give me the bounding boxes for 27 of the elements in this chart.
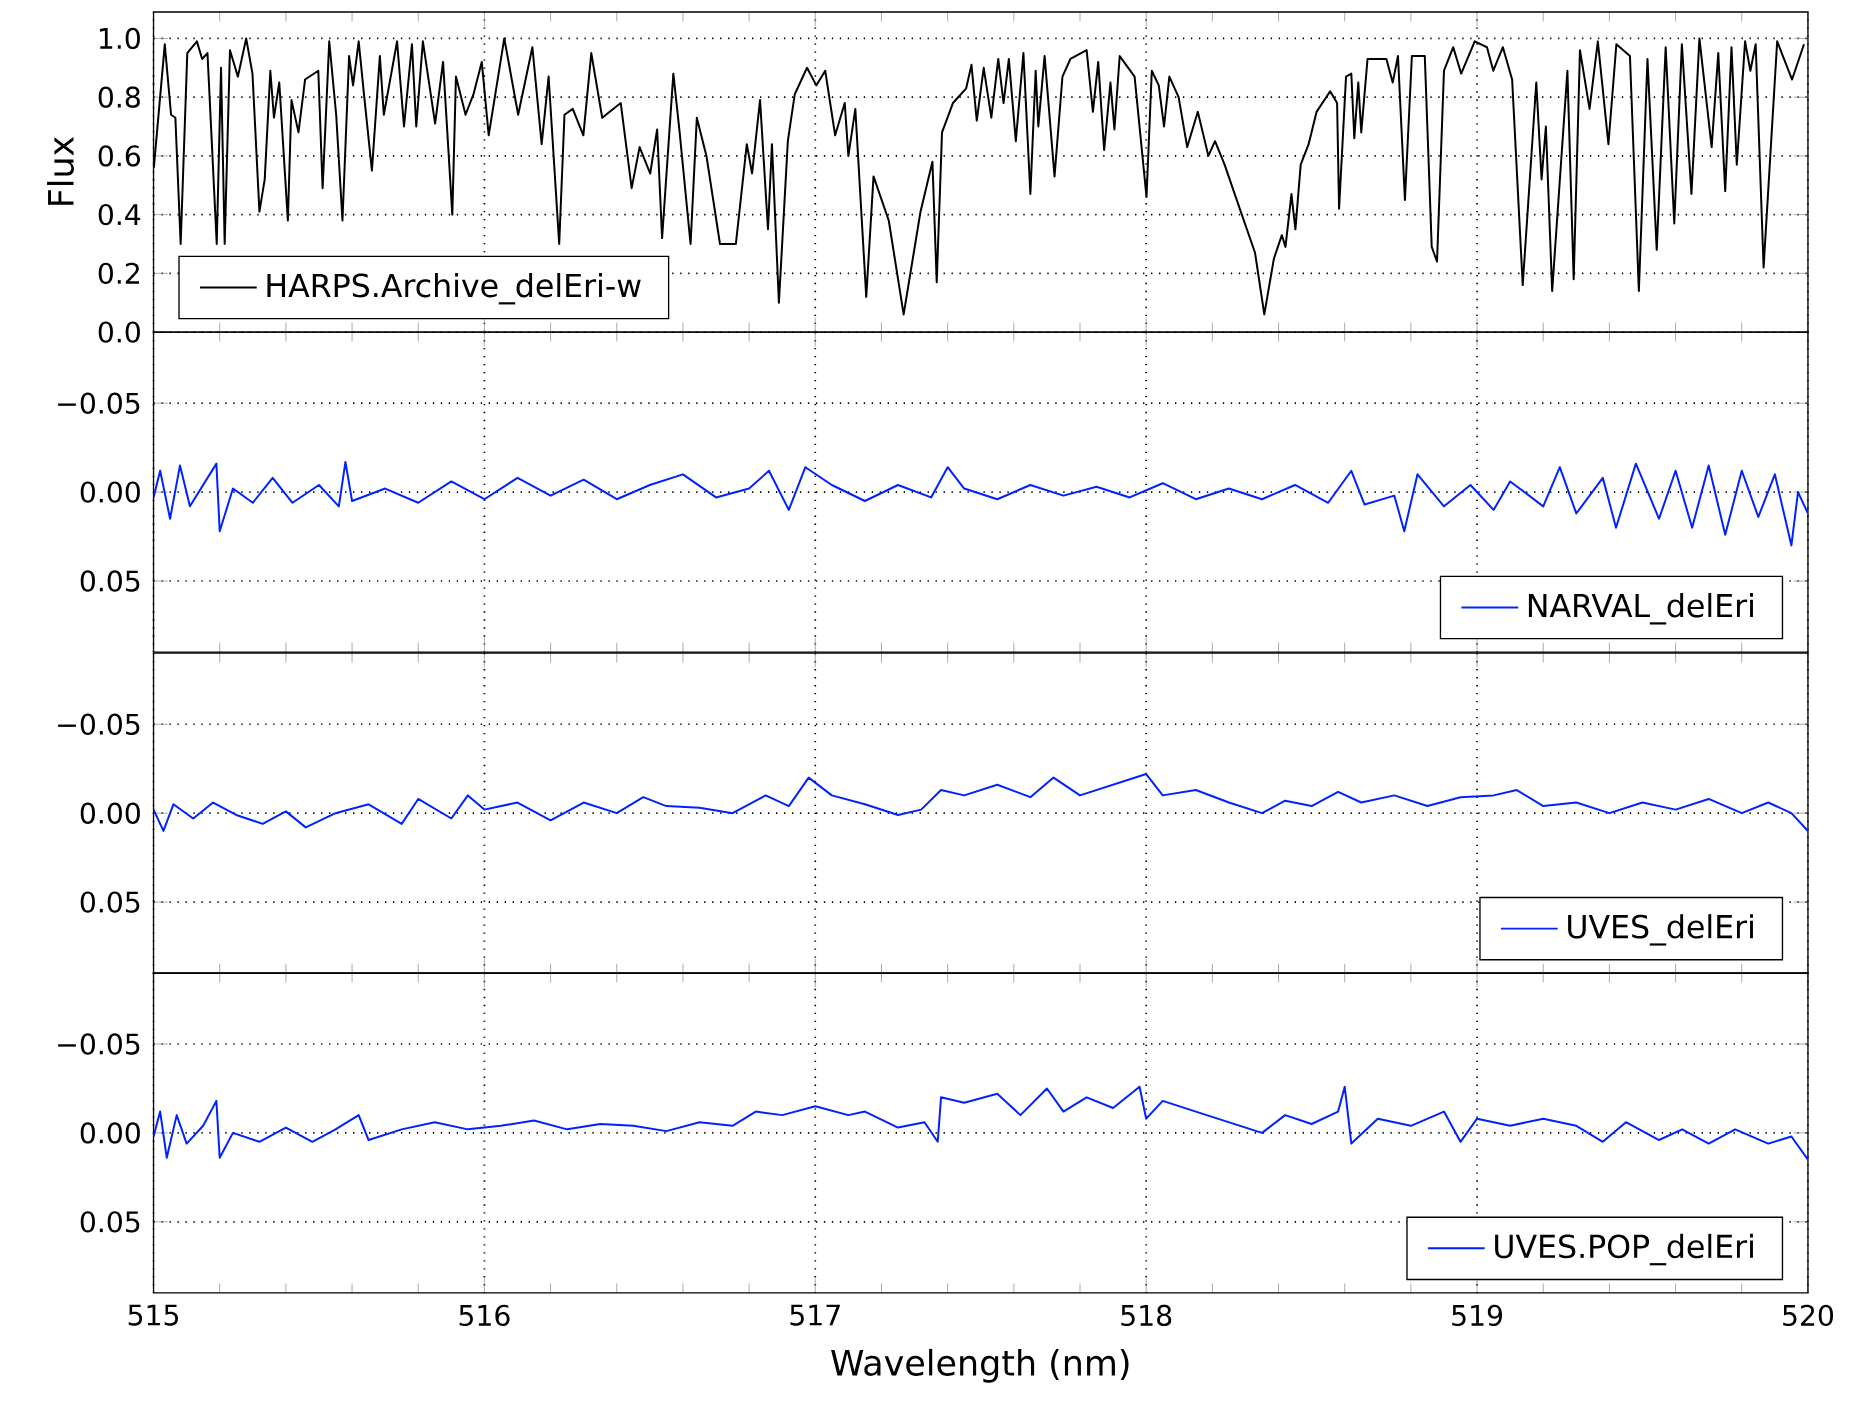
x-tick-label: 519 bbox=[1452, 1304, 1503, 1327]
x-tick-label: 516 bbox=[459, 1304, 510, 1327]
x-tick-label: 517 bbox=[790, 1304, 840, 1326]
legend-label: HARPS.Archive_delEri-w bbox=[267, 272, 641, 305]
y-axis-title: Flux bbox=[47, 136, 74, 205]
y-tick-label: −0.05 bbox=[58, 1033, 140, 1055]
y-tick-label: 0.0 bbox=[98, 321, 140, 343]
legend-label: UVES_delEri bbox=[1568, 914, 1753, 946]
y-tick-label: 0.00 bbox=[80, 1122, 140, 1144]
y-tick-label: 0.00 bbox=[80, 481, 140, 503]
y-tick-label: −0.05 bbox=[58, 713, 140, 735]
y-tick-label: 0.05 bbox=[80, 1211, 140, 1233]
x-tick-label: 520 bbox=[1783, 1304, 1834, 1327]
y-tick-label: −0.05 bbox=[58, 392, 140, 414]
y-tick-label: 0.8 bbox=[98, 86, 140, 108]
y-tick-label: 0.05 bbox=[80, 570, 140, 592]
x-axis-title: Wavelength (nm) bbox=[831, 1348, 1129, 1383]
y-tick-label: 0.00 bbox=[80, 802, 140, 824]
y-tick-label: 0.05 bbox=[80, 891, 140, 913]
y-tick-label: 1.0 bbox=[99, 27, 140, 50]
legend-label: NARVAL_delEri bbox=[1528, 593, 1753, 625]
y-tick-label: 0.6 bbox=[98, 145, 141, 167]
x-tick-label: 518 bbox=[1121, 1304, 1172, 1327]
y-tick-label: 0.2 bbox=[98, 262, 139, 285]
x-tick-label: 515 bbox=[128, 1304, 178, 1326]
y-tick-label: 0.4 bbox=[98, 203, 141, 226]
legend-label: UVES.POP_delEri bbox=[1495, 1233, 1753, 1266]
